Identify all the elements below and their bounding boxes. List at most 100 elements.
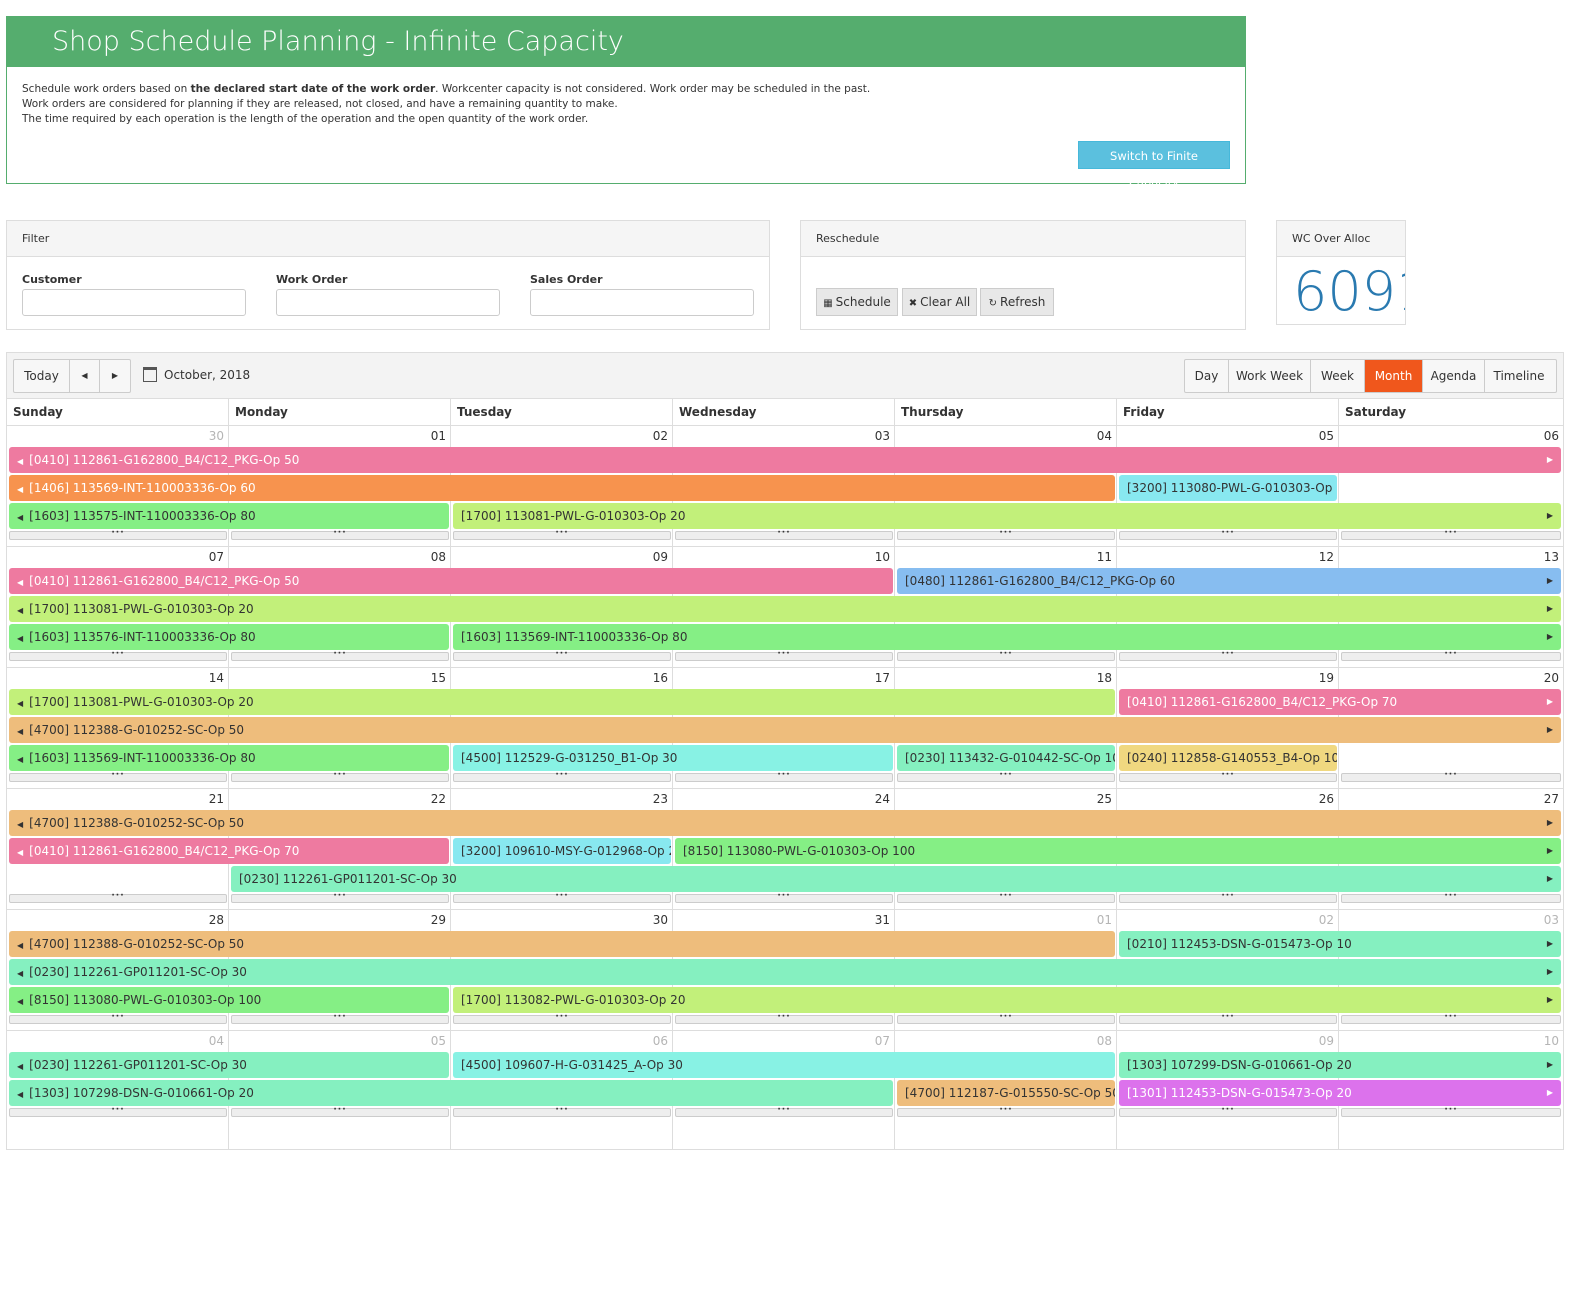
event-bar[interactable]: ◀ [0230] 112261-GP011201-SC-Op 30 ▶ <box>9 959 1561 985</box>
view-agenda-button[interactable]: Agenda <box>1423 360 1485 392</box>
show-more-button[interactable]: ··· <box>1341 771 1561 782</box>
event-bar[interactable]: [0230] 112261-GP011201-SC-Op 30 ▶ <box>231 866 1561 892</box>
previous-button[interactable]: ◀ <box>70 360 100 392</box>
event-bar[interactable]: ◀ [1603] 113575-INT-110003336-Op 80 <box>9 503 449 529</box>
day-cell[interactable]: 13 ··· <box>1339 547 1563 667</box>
show-more-button[interactable]: ··· <box>453 771 671 782</box>
show-more-button[interactable]: ··· <box>1119 1013 1337 1024</box>
event-bar[interactable]: ◀ [0410] 112861-G162800_B4/C12_PKG-Op 50 ▶ <box>9 447 1561 473</box>
show-more-button[interactable]: ··· <box>675 529 893 540</box>
show-more-button[interactable]: ··· <box>675 1106 893 1117</box>
event-bar[interactable]: ◀ [0410] 112861-G162800_B4/C12_PKG-Op 70 <box>9 838 449 864</box>
show-more-button[interactable]: ··· <box>9 1106 227 1117</box>
day-cell[interactable]: 07 ··· <box>673 1031 895 1149</box>
show-more-button[interactable]: ··· <box>1341 650 1561 661</box>
show-more-button[interactable]: ··· <box>1119 1106 1337 1117</box>
show-more-button[interactable]: ··· <box>1119 771 1337 782</box>
event-bar[interactable]: [8150] 113080-PWL-G-010303-Op 100 ▶ <box>675 838 1561 864</box>
event-bar[interactable]: [4700] 112187-G-015550-SC-Op 50 <box>897 1080 1115 1106</box>
day-cell[interactable]: 27 ··· <box>1339 789 1563 909</box>
clear-all-button[interactable]: ✖ Clear All <box>902 288 977 316</box>
view-timeline-button[interactable]: Timeline <box>1485 360 1553 392</box>
show-more-button[interactable]: ··· <box>1119 892 1337 903</box>
event-bar[interactable]: ◀ [8150] 113080-PWL-G-010303-Op 100 <box>9 987 449 1013</box>
event-bar[interactable]: ◀ [0410] 112861-G162800_B4/C12_PKG-Op 50 <box>9 568 893 594</box>
event-bar[interactable]: [1700] 113082-PWL-G-010303-Op 20 ▶ <box>453 987 1561 1013</box>
show-more-button[interactable]: ··· <box>1341 1013 1561 1024</box>
show-more-button[interactable]: ··· <box>453 892 671 903</box>
show-more-button[interactable]: ··· <box>675 771 893 782</box>
show-more-button[interactable]: ··· <box>9 892 227 903</box>
view-work-week-button[interactable]: Work Week <box>1229 360 1311 392</box>
event-bar[interactable]: ◀ [1303] 107298-DSN-G-010661-Op 20 <box>9 1080 893 1106</box>
day-cell[interactable]: 23 ··· <box>451 789 673 909</box>
event-bar[interactable]: ◀ [1406] 113569-INT-110003336-Op 60 <box>9 475 1115 501</box>
show-more-button[interactable]: ··· <box>231 1013 449 1024</box>
show-more-button[interactable]: ··· <box>1119 529 1337 540</box>
day-cell[interactable]: 05 ··· <box>1117 426 1339 546</box>
event-bar[interactable]: ◀ [1603] 113569-INT-110003336-Op 80 <box>9 745 449 771</box>
event-bar[interactable]: ◀ [1700] 113081-PWL-G-010303-Op 20 ▶ <box>9 596 1561 622</box>
show-more-button[interactable]: ··· <box>897 892 1115 903</box>
event-bar[interactable]: [0210] 112453-DSN-G-015473-Op 10 ▶ <box>1119 931 1561 957</box>
event-bar[interactable]: [3200] 109610-MSY-G-012968-Op 20 <box>453 838 671 864</box>
show-more-button[interactable]: ··· <box>453 1013 671 1024</box>
event-bar[interactable]: [4500] 112529-G-031250_B1-Op 30 <box>453 745 893 771</box>
day-cell[interactable]: 22 ··· <box>229 789 451 909</box>
day-cell[interactable]: 08 ··· <box>895 1031 1117 1149</box>
event-bar[interactable]: [1301] 112453-DSN-G-015473-Op 20 ▶ <box>1119 1080 1561 1106</box>
next-button[interactable]: ▶ <box>100 360 130 392</box>
today-button[interactable]: Today <box>14 360 70 392</box>
show-more-button[interactable]: ··· <box>231 771 449 782</box>
show-more-button[interactable]: ··· <box>9 529 227 540</box>
show-more-button[interactable]: ··· <box>1119 650 1337 661</box>
show-more-button[interactable]: ··· <box>231 650 449 661</box>
day-cell[interactable]: 06 ··· <box>1339 426 1563 546</box>
day-cell[interactable]: 03 ··· <box>1339 910 1563 1030</box>
show-more-button[interactable]: ··· <box>231 892 449 903</box>
event-bar[interactable]: [0410] 112861-G162800_B4/C12_PKG-Op 70 ▶ <box>1119 689 1561 715</box>
event-bar[interactable]: [3200] 113080-PWL-G-010303-Op 20 <box>1119 475 1337 501</box>
day-cell[interactable]: 20 ··· <box>1339 668 1563 788</box>
event-bar[interactable]: ◀ [0230] 112261-GP011201-SC-Op 30 <box>9 1052 449 1078</box>
event-bar[interactable]: ◀ [4700] 112388-G-010252-SC-Op 50 ▶ <box>9 717 1561 743</box>
event-bar[interactable]: [0480] 112861-G162800_B4/C12_PKG-Op 60 ▶ <box>897 568 1561 594</box>
show-more-button[interactable]: ··· <box>1341 529 1561 540</box>
show-more-button[interactable]: ··· <box>897 529 1115 540</box>
show-more-button[interactable]: ··· <box>9 650 227 661</box>
event-bar[interactable]: ◀ [4700] 112388-G-010252-SC-Op 50 <box>9 931 1115 957</box>
event-bar[interactable]: [1700] 113081-PWL-G-010303-Op 20 ▶ <box>453 503 1561 529</box>
event-bar[interactable]: [4500] 109607-H-G-031425_A-Op 30 <box>453 1052 1115 1078</box>
view-week-button[interactable]: Week <box>1311 360 1365 392</box>
show-more-button[interactable]: ··· <box>897 771 1115 782</box>
show-more-button[interactable]: ··· <box>1341 1106 1561 1117</box>
event-bar[interactable]: ◀ [4700] 112388-G-010252-SC-Op 50 ▶ <box>9 810 1561 836</box>
show-more-button[interactable]: ··· <box>897 1106 1115 1117</box>
event-bar[interactable]: ◀ [1603] 113576-INT-110003336-Op 80 <box>9 624 449 650</box>
event-bar[interactable]: ◀ [1700] 113081-PWL-G-010303-Op 20 <box>9 689 1115 715</box>
show-more-button[interactable]: ··· <box>9 1013 227 1024</box>
show-more-button[interactable]: ··· <box>231 529 449 540</box>
show-more-button[interactable]: ··· <box>453 1106 671 1117</box>
event-bar[interactable]: [0240] 112858-G140553_B4-Op 10 <box>1119 745 1337 771</box>
event-bar[interactable]: [1603] 113569-INT-110003336-Op 80 ▶ <box>453 624 1561 650</box>
schedule-button[interactable]: ▦ Schedule <box>816 288 898 316</box>
show-more-button[interactable]: ··· <box>897 1013 1115 1024</box>
current-period[interactable]: October, 2018 <box>143 367 250 382</box>
show-more-button[interactable]: ··· <box>453 650 671 661</box>
show-more-button[interactable]: ··· <box>1341 892 1561 903</box>
sales-order-input[interactable] <box>530 289 754 316</box>
day-cell[interactable]: 10 ··· <box>1339 1031 1563 1149</box>
show-more-button[interactable]: ··· <box>453 529 671 540</box>
show-more-button[interactable]: ··· <box>675 650 893 661</box>
event-bar[interactable]: [0230] 113432-G-010442-SC-Op 10 <box>897 745 1115 771</box>
show-more-button[interactable]: ··· <box>9 771 227 782</box>
show-more-button[interactable]: ··· <box>675 892 893 903</box>
customer-input[interactable] <box>22 289 246 316</box>
view-month-button[interactable]: Month <box>1365 360 1423 392</box>
show-more-button[interactable]: ··· <box>231 1106 449 1117</box>
switch-to-finite-capacity-button[interactable]: Switch to Finite Capacity <box>1078 141 1230 189</box>
refresh-button[interactable]: ↻ Refresh <box>980 288 1054 316</box>
event-bar[interactable]: [1303] 107299-DSN-G-010661-Op 20 ▶ <box>1119 1052 1561 1078</box>
show-more-button[interactable]: ··· <box>897 650 1115 661</box>
